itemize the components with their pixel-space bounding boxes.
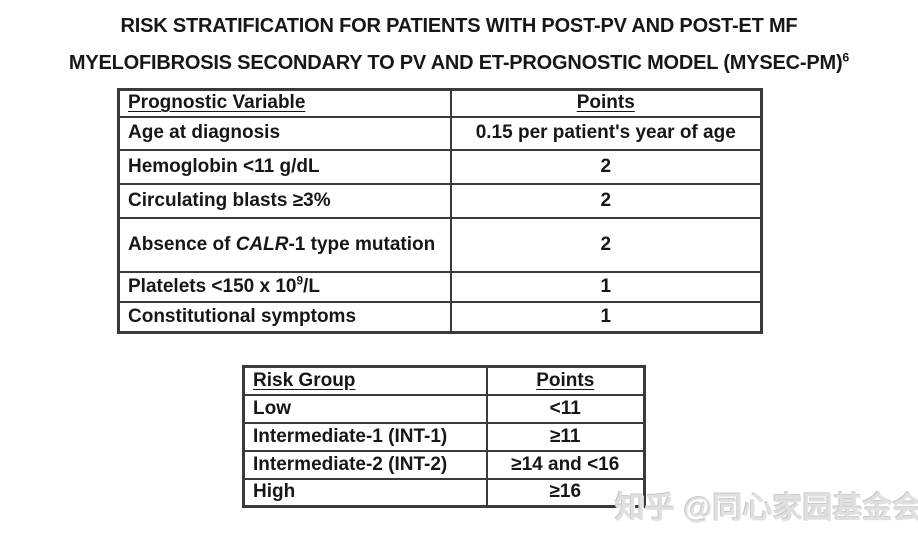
table-row: Absence of CALR-1 type mutation 2 <box>117 216 763 273</box>
points-cell: ≥11 <box>485 421 646 452</box>
document-title: RISK STRATIFICATION FOR PATIENTS WITH PO… <box>0 8 918 82</box>
points-cell: ≥16 <box>485 477 646 508</box>
zhihu-watermark: 知乎 @同心家园基金会 <box>615 492 918 525</box>
points-cell: <11 <box>485 393 646 424</box>
title-line-1: RISK STRATIFICATION FOR PATIENTS WITH PO… <box>120 15 798 37</box>
risk-group-cell: Intermediate-1 (INT-1) <box>242 421 488 452</box>
risk-group-header: Risk Group <box>242 365 488 396</box>
table-header-row: Risk Group Points <box>242 365 646 396</box>
risk-group-cell: Intermediate-2 (INT-2) <box>242 449 488 480</box>
points-cell: 1 <box>449 300 763 334</box>
points-cell: 2 <box>449 148 763 185</box>
table-row: High ≥16 <box>242 477 646 508</box>
prognostic-variable-cell: Platelets <150 x 109/L <box>117 270 452 303</box>
prognostic-variable-cell: Constitutional symptoms <box>117 300 452 334</box>
table-header-row: Prognostic Variable Points <box>117 88 763 118</box>
prognostic-variables-table: Prognostic Variable Points Age at diagno… <box>117 88 763 334</box>
table-row: Circulating blasts ≥3% 2 <box>117 182 763 219</box>
table-row: Constitutional symptoms 1 <box>117 300 763 334</box>
table-row: Platelets <150 x 109/L 1 <box>117 270 763 303</box>
exponent-superscript: 9 <box>296 274 304 288</box>
title-line-2: MYELOFIBROSIS SECONDARY TO PV AND ET-PRO… <box>68 50 850 74</box>
prognostic-variable-cell: Absence of CALR-1 type mutation <box>117 216 452 273</box>
risk-group-table: Risk Group Points Low <11 Intermediate-1… <box>242 365 646 508</box>
points-cell: 0.15 per patient's year of age <box>449 115 763 151</box>
prognostic-variable-cell: Age at diagnosis <box>117 115 452 151</box>
table-row: Intermediate-2 (INT-2) ≥14 and <16 <box>242 449 646 480</box>
table-row: Age at diagnosis 0.15 per patient's year… <box>117 115 763 151</box>
points-cell: ≥14 and <16 <box>485 449 646 480</box>
prognostic-variable-cell: Circulating blasts ≥3% <box>117 182 452 219</box>
points-cell: 2 <box>449 182 763 219</box>
points-cell: 1 <box>449 270 763 303</box>
gene-name-italic: CALR <box>235 233 289 255</box>
table-row: Hemoglobin <11 g/dL 2 <box>117 148 763 185</box>
risk-group-cell: High <box>242 477 488 508</box>
points-header: Points <box>449 88 763 118</box>
prognostic-variable-cell: Hemoglobin <11 g/dL <box>117 148 452 185</box>
table-row: Intermediate-1 (INT-1) ≥11 <box>242 421 646 452</box>
points-cell: 2 <box>449 216 763 273</box>
table-row: Low <11 <box>242 393 646 424</box>
points-header: Points <box>485 365 646 396</box>
reference-superscript: 6 <box>842 50 850 65</box>
prognostic-variable-header: Prognostic Variable <box>117 88 452 118</box>
risk-group-cell: Low <box>242 393 488 424</box>
